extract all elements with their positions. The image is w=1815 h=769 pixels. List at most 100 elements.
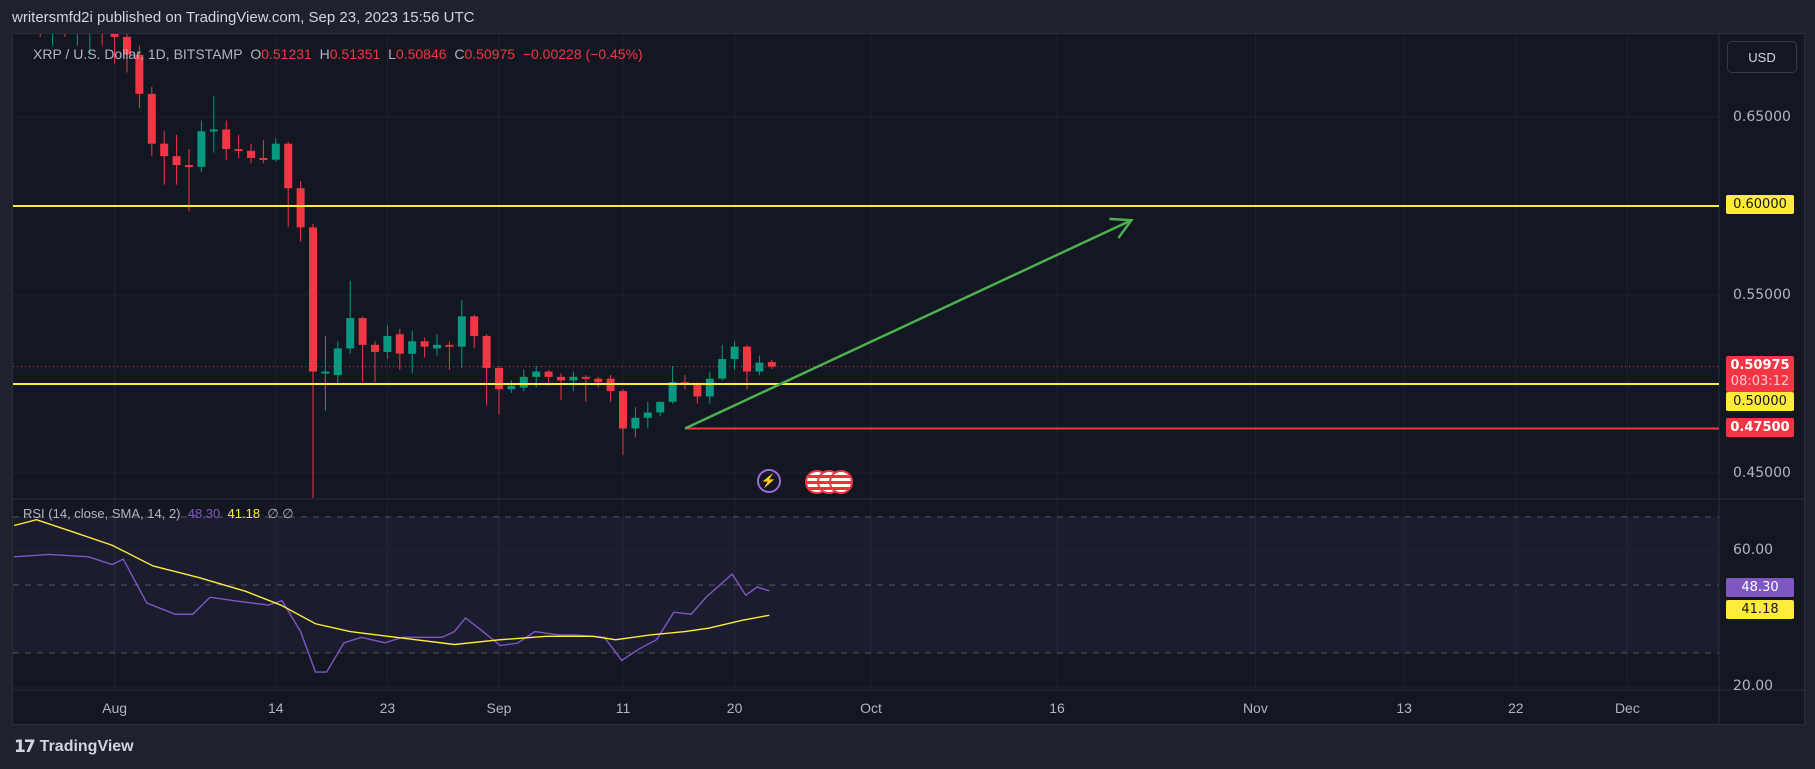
bar-countdown: 08:03:12 <box>1730 374 1790 389</box>
rsi-tick: 60.00 <box>1733 542 1774 558</box>
candle-body[interactable] <box>619 391 627 429</box>
candle-body[interactable] <box>532 371 541 377</box>
candle-body[interactable] <box>333 348 342 376</box>
candle-body[interactable] <box>234 149 243 152</box>
candle-body[interactable] <box>147 93 156 144</box>
level-tag-0-50: 0.50000 <box>1726 392 1794 411</box>
candle-body[interactable] <box>544 371 553 377</box>
candle-body[interactable] <box>296 188 305 228</box>
trend-arrow-line <box>684 219 1132 430</box>
candle-body[interactable] <box>209 129 218 132</box>
candle-body[interactable] <box>743 346 751 372</box>
candle-body[interactable] <box>185 165 193 168</box>
candle-body[interactable] <box>705 378 714 397</box>
candle-body[interactable] <box>395 334 404 354</box>
currency-button[interactable]: USD <box>1727 41 1797 73</box>
candle-body[interactable] <box>284 143 293 189</box>
high-value: 0.51351 <box>329 46 381 62</box>
candle-body[interactable] <box>569 376 578 381</box>
open-value: 0.51231 <box>261 46 312 62</box>
candle-body[interactable] <box>519 376 528 388</box>
rsi-sma-tag: 41.18 <box>1726 600 1794 619</box>
price-tick: 0.55000 <box>1733 287 1791 303</box>
candle-body[interactable] <box>222 129 231 150</box>
rsi-extra: ∅ ∅ <box>267 506 294 521</box>
last-price-tag: 0.50975 08:03:12 <box>1726 356 1794 392</box>
candle-body[interactable] <box>581 376 590 379</box>
lightning-icon[interactable]: ⚡ <box>757 469 781 493</box>
candle-body[interactable] <box>594 378 603 383</box>
candle-body[interactable] <box>668 382 677 402</box>
candle-body[interactable] <box>135 54 144 94</box>
candle-body[interactable] <box>123 36 131 55</box>
tradingview-logo-icon: 𝟭𝟳 <box>14 737 36 756</box>
close-value: 0.50975 <box>464 46 516 62</box>
candle-body[interactable] <box>495 367 503 390</box>
candle-body[interactable] <box>271 143 280 160</box>
candle-body[interactable] <box>420 341 429 347</box>
candle-body[interactable] <box>445 344 454 347</box>
chart-panel[interactable]: XRP / U.S. Dollar, 1D, BITSTAMP O0.51231… <box>12 33 1805 725</box>
candle-body[interactable] <box>383 335 392 352</box>
candle-body[interactable] <box>247 150 255 158</box>
us-flag-events-icon[interactable] <box>805 470 857 494</box>
candle-body[interactable] <box>408 341 417 354</box>
candle-body[interactable] <box>321 371 330 374</box>
candle-body[interactable] <box>631 417 640 429</box>
time-tick: 11 <box>615 700 631 716</box>
time-tick: Nov <box>1242 700 1268 716</box>
rsi-legend-value: 48.30 <box>187 506 221 521</box>
candle-body[interactable] <box>507 385 516 390</box>
rsi-value-tag: 48.30 <box>1726 578 1794 597</box>
time-tick: 23 <box>379 700 396 716</box>
low-value: 0.50846 <box>395 46 447 62</box>
brand-name: TradingView <box>39 738 134 755</box>
time-tick: 13 <box>1396 700 1412 716</box>
rsi-name[interactable]: RSI (14, close, SMA, 14, 2) <box>23 506 181 521</box>
candle-body[interactable] <box>371 344 379 352</box>
rsi-tick: 20.00 <box>1733 678 1774 694</box>
publisher-line: writersmfd2i published on TradingView.co… <box>12 9 475 26</box>
candle-body[interactable] <box>693 384 702 397</box>
candle-body[interactable] <box>433 344 441 349</box>
candle-body[interactable] <box>110 34 119 37</box>
candle-body[interactable] <box>457 316 466 347</box>
candle-body[interactable] <box>482 335 491 368</box>
level-tag-0-475: 0.47500 <box>1726 418 1794 437</box>
time-tick: Dec <box>1614 700 1640 716</box>
time-tick: 16 <box>1049 700 1065 716</box>
symbol-name[interactable]: XRP / U.S. Dollar, 1D, BITSTAMP <box>33 46 243 62</box>
candle-body[interactable] <box>470 316 479 336</box>
rsi-legend: RSI (14, close, SMA, 14, 2) 48.30 41.18 … <box>23 506 294 522</box>
candle-body[interactable] <box>656 401 665 413</box>
tradingview-footer[interactable]: 𝟭𝟳 TradingView <box>14 737 134 757</box>
candle-body[interactable] <box>718 359 727 379</box>
change-value: −0.00228 (−0.45%) <box>522 46 643 62</box>
candle-body[interactable] <box>197 131 206 167</box>
high-label: H <box>319 46 330 62</box>
candle-body[interactable] <box>643 412 652 418</box>
close-label: C <box>454 46 465 62</box>
candle-body[interactable] <box>259 157 268 160</box>
candles-group <box>39 34 776 498</box>
time-tick: Aug <box>102 700 128 716</box>
candle-body[interactable] <box>767 362 776 367</box>
candle-body[interactable] <box>755 362 764 372</box>
candle-body[interactable] <box>557 376 565 381</box>
level-tag-0-60: 0.60000 <box>1726 195 1794 214</box>
price-tick: 0.45000 <box>1733 465 1791 481</box>
candle-body[interactable] <box>346 318 355 349</box>
candle-body[interactable] <box>160 143 169 157</box>
candle-body[interactable] <box>358 318 367 345</box>
candle-body[interactable] <box>309 227 317 372</box>
rsi-sma-line <box>13 518 770 646</box>
low-label: L <box>388 46 396 62</box>
time-tick: Sep <box>486 700 512 716</box>
chart-canvas[interactable] <box>13 34 1804 724</box>
open-label: O <box>250 46 262 62</box>
time-tick: 20 <box>726 700 743 716</box>
price-tick: 0.65000 <box>1733 109 1791 125</box>
candle-body[interactable] <box>172 156 181 166</box>
candle-body[interactable] <box>730 346 739 360</box>
time-tick: 22 <box>1508 700 1524 716</box>
